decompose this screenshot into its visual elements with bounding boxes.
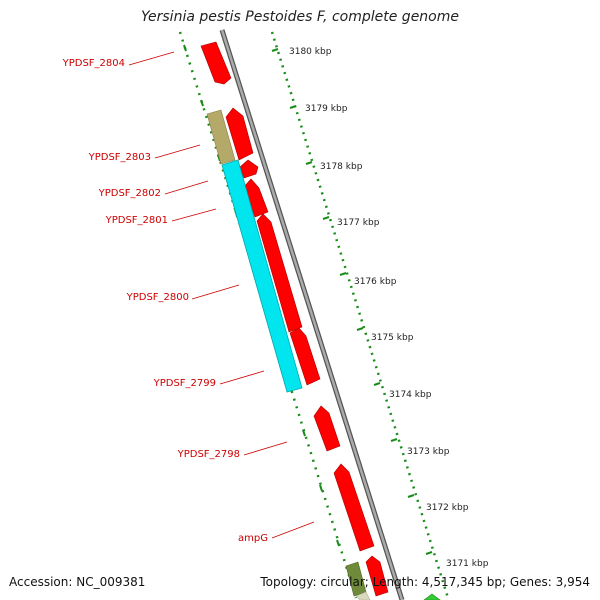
feature-ypdsf-2803[interactable]	[206, 109, 236, 165]
rna-feature-bottom[interactable]	[423, 593, 441, 600]
scale-label-3175: 3175 kbp	[371, 333, 414, 343]
gene-label-ypdsf-2803[interactable]: YPDSF_2803	[88, 152, 151, 163]
genome-summary-text: Topology: circular; Length: 4,517,345 bp…	[260, 575, 590, 589]
genome-title: Yersinia pestis Pestoides F, complete ge…	[141, 9, 459, 25]
scale-label-3177: 3177 kbp	[337, 218, 380, 228]
cds-ampg[interactable]	[333, 463, 375, 552]
cds-ypdsf-2803-right[interactable]	[225, 107, 254, 161]
label-leader-lines	[128, 51, 315, 539]
cds-ypdsf-2800-right[interactable]	[256, 213, 303, 333]
scale-label-3178: 3178 kbp	[320, 162, 363, 172]
gene-label-ypdsf-2799[interactable]: YPDSF_2799	[153, 378, 216, 389]
cds-ypdsf-2802-right[interactable]	[239, 159, 259, 179]
gene-label-ypdsf-2800[interactable]: YPDSF_2800	[126, 292, 189, 303]
gene-label-ypdsf-2798[interactable]: YPDSF_2798	[177, 449, 240, 460]
scale-label-3172: 3172 kbp	[426, 503, 469, 513]
scale-label-3171: 3171 kbp	[446, 559, 489, 569]
scale-label-3176: 3176 kbp	[354, 277, 397, 287]
cds-ypdsf-2801-right[interactable]	[243, 178, 269, 218]
scale-labels: 3180 kbp 3179 kbp 3178 kbp 3177 kbp 3176…	[289, 47, 489, 569]
scale-label-3179: 3179 kbp	[305, 104, 348, 114]
outer-major-ticks	[271, 48, 433, 555]
genome-backbone-inner	[220, 29, 404, 600]
gene-label-ypdsf-2802[interactable]: YPDSF_2802	[98, 188, 161, 199]
gene-label-ypdsf-2804[interactable]: YPDSF_2804	[62, 58, 125, 69]
gene-label-ypdsf-2801[interactable]: YPDSF_2801	[105, 215, 168, 226]
cds-bottom[interactable]	[365, 555, 389, 597]
gene-label-ampg[interactable]: ampG	[238, 533, 268, 544]
outer-scale-line	[270, 31, 450, 599]
scale-label-3180: 3180 kbp	[289, 47, 332, 57]
highlight-ypdsf-2800[interactable]	[221, 159, 303, 393]
cds-ypdsf-2804[interactable]	[200, 41, 232, 85]
accession-text: Accession: NC_009381	[9, 575, 146, 589]
cds-ypdsf-2798[interactable]	[313, 405, 341, 452]
scale-label-3174: 3174 kbp	[389, 390, 432, 400]
feature-bottom-pale[interactable]	[355, 591, 371, 600]
scale-label-3173: 3173 kbp	[407, 447, 450, 457]
cds-ypdsf-2799-right[interactable]	[289, 327, 321, 386]
gene-labels: YPDSF_2804 YPDSF_2803 YPDSF_2802 YPDSF_2…	[62, 58, 268, 544]
